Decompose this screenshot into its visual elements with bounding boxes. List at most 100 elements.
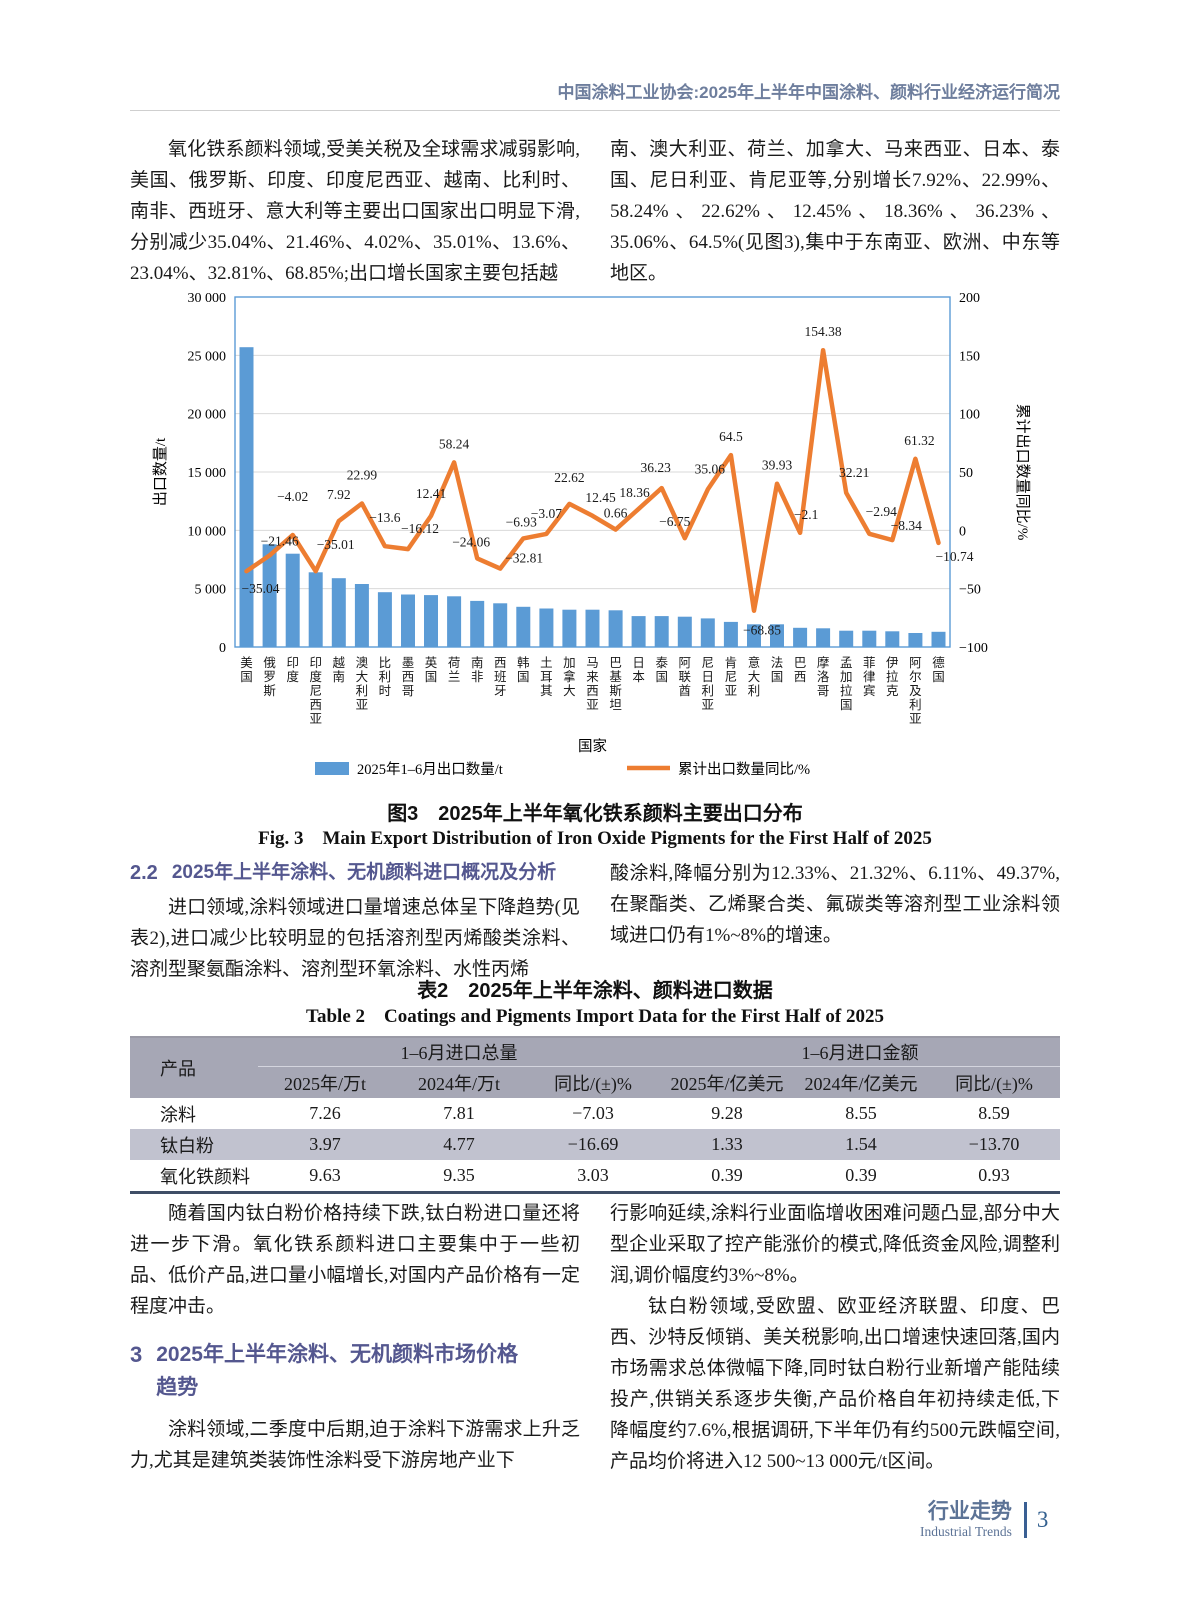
chart-legend: 2025年1–6月出口数量/t 累计出口数量同比/%	[315, 761, 810, 778]
table-subheader: 2024年/亿美元	[794, 1066, 928, 1098]
y-left-tick: 15 000	[188, 466, 227, 481]
footer-title-en: Industrial Trends	[920, 1524, 1012, 1539]
svg-text:−4.02: −4.02	[277, 489, 308, 504]
bar	[908, 633, 923, 647]
svg-text:−6.75: −6.75	[659, 514, 690, 529]
y-left-axis-title: 出口数量/t	[152, 437, 169, 506]
table-subheader: 2025年/亿美元	[660, 1066, 794, 1098]
footer-divider	[1023, 1502, 1027, 1538]
section-2-2-heading: 2.2 2025年上半年涂料、无机颜料进口概况及分析	[130, 858, 580, 888]
paragraph: 钛白粉领域,受欧盟、欧亚经济联盟、印度、巴西、沙特反倾销、美关税影响,出口增速快…	[610, 1296, 1060, 1472]
svg-text:菲律宾: 菲律宾	[863, 656, 876, 698]
figure3-caption-en: Fig. 3 Main Export Distribution of Iron …	[258, 828, 932, 849]
y-left-tick: 25 000	[188, 349, 227, 364]
value-cell: 3.97	[258, 1129, 392, 1160]
table-subheader: 2024年/万t	[392, 1066, 526, 1098]
plot-border	[234, 296, 951, 648]
figure3-caption-zh: 图3 2025年上半年氧化铁系颜料主要出口分布	[387, 803, 803, 825]
svg-text:−32.81: −32.81	[505, 551, 543, 566]
paragraph-1-left-column: 氧化铁系颜料领域,受美关税及全球需求减弱影响,美国、俄罗斯、印度、印度尼西亚、越…	[130, 134, 580, 289]
bar	[470, 600, 485, 647]
svg-text:日本: 日本	[632, 656, 645, 684]
bar	[424, 595, 438, 647]
x-axis-title: 国家	[578, 738, 607, 755]
value-cell: 1.33	[660, 1129, 794, 1160]
svg-text:巴西: 巴西	[794, 656, 807, 684]
svg-text:阿联酋: 阿联酋	[679, 656, 692, 698]
value-cell: 0.39	[711, 1165, 743, 1185]
svg-text:−21.46: −21.46	[261, 533, 299, 548]
svg-text:−13.6: −13.6	[369, 510, 400, 525]
line-data-labels: −35.04 −21.46 −4.02 −35.01 7.92 22.99 −13.6−16…	[242, 324, 974, 638]
legend-bar-swatch	[315, 762, 349, 775]
bar	[631, 616, 646, 647]
y-right-tick: −50	[959, 583, 981, 598]
svg-text:韩国: 韩国	[517, 655, 530, 684]
table-row: 涂料 7.26 7.81 −7.03 9.28 8.55 8.59	[130, 1098, 1060, 1129]
svg-text:印度尼西亚: 印度尼西亚	[309, 656, 322, 726]
paragraph: 进口领域,涂料领域进口量增速总体呈下降趋势(见表2),进口减少比较明显的包括溶剂…	[130, 897, 580, 980]
y-right-tick: 0	[959, 524, 966, 539]
value-cell: −13.70	[928, 1129, 1060, 1160]
value-cell: 1.54	[794, 1129, 928, 1160]
svg-text:德国: 德国	[932, 655, 945, 684]
legend-line-label: 累计出口数量同比/%	[678, 761, 810, 778]
value-cell: 0.93	[978, 1165, 1010, 1185]
bar	[493, 603, 508, 648]
svg-text:32.21: 32.21	[839, 465, 869, 480]
table-header-sub-row: 2025年/万t 2024年/万t 同比/(±)% 2025年/亿美元 2024…	[130, 1066, 1060, 1098]
section-2-2-right-column: 酸涂料,降幅分别为12.33%、21.32%、6.11%、49.37%,在聚酯类…	[610, 858, 1060, 951]
svg-text:法国: 法国	[771, 656, 784, 684]
svg-text:意大利: 意大利	[748, 655, 761, 698]
svg-text:7.92: 7.92	[327, 487, 351, 502]
footer-title-zh: 行业走势	[927, 1500, 1012, 1523]
y-left-tick: 10 000	[188, 524, 227, 539]
page-number: 3	[1036, 1507, 1049, 1532]
bar	[654, 616, 669, 647]
svg-text:巴基斯坦: 巴基斯坦	[609, 656, 622, 712]
bar	[447, 596, 462, 648]
bar	[862, 630, 877, 647]
table-subheader: 同比/(±)%	[928, 1066, 1060, 1098]
svg-text:154.38: 154.38	[805, 324, 842, 339]
svg-text:伊拉克: 伊拉克	[886, 656, 899, 698]
svg-text:泰国: 泰国	[655, 656, 668, 684]
bar	[770, 624, 784, 648]
table-row: 钛白粉 3.97 4.77 −16.69 1.33 1.54 −13.70	[130, 1129, 1060, 1160]
paragraph: 涂料领域,二季度中后期,迫于涂料下游需求上升乏力,尤其是建筑类装饰性涂料受下游房…	[130, 1419, 580, 1471]
paragraph: 随着国内钛白粉价格持续下跌,钛白粉进口量还将进一步下滑。氧化铁系颜料进口主要集中…	[130, 1203, 580, 1317]
svg-text:0.66: 0.66	[604, 506, 628, 521]
table-row: 氧化铁颜料 9.63 9.35 3.03 0.39 0.39 0.93	[130, 1160, 1060, 1193]
svg-text:−2.1: −2.1	[794, 507, 819, 522]
bar	[308, 572, 323, 647]
value-cell: 9.35	[443, 1165, 475, 1185]
bar	[401, 594, 415, 647]
svg-text:12.45: 12.45	[585, 490, 616, 505]
header-rule	[130, 110, 1060, 111]
y-right-tick: 150	[959, 349, 980, 364]
value-cell: 9.63	[309, 1165, 341, 1185]
svg-text:−2.94: −2.94	[866, 504, 897, 519]
svg-text:−3.07: −3.07	[531, 506, 562, 521]
svg-text:64.5: 64.5	[719, 429, 743, 444]
bar	[562, 609, 577, 647]
table2-caption-en: Table 2 Coatings and Pigments Import Dat…	[306, 1006, 884, 1027]
svg-text:英国: 英国	[425, 656, 438, 684]
bar	[239, 347, 254, 647]
table-header-volume-group: 1–6月进口总量	[258, 1037, 660, 1067]
svg-text:61.32: 61.32	[904, 433, 934, 448]
table-header-value-group: 1–6月进口金额	[660, 1037, 1060, 1067]
bar	[377, 592, 392, 647]
y-right-tick: 100	[959, 408, 980, 423]
svg-text:−35.01: −35.01	[317, 537, 355, 552]
table2-caption-zh: 表2 2025年上半年涂料、颜料进口数据	[417, 980, 773, 1002]
y-left-tick: 20 000	[188, 408, 227, 423]
running-header: 中国涂料工业协会:2025年上半年中国涂料、颜料行业经济运行简况	[557, 83, 1060, 102]
bar	[839, 630, 854, 647]
svg-text:阿尔及利亚: 阿尔及利亚	[909, 656, 922, 726]
svg-text:12.41: 12.41	[416, 486, 446, 501]
bar	[331, 578, 346, 647]
x-axis-labels: 美国俄罗斯印度印度尼西亚越南澳大利亚比利时墨西哥英国荷兰南非西班牙韩国土耳其加拿…	[240, 655, 945, 726]
svg-text:18.36: 18.36	[619, 485, 650, 500]
